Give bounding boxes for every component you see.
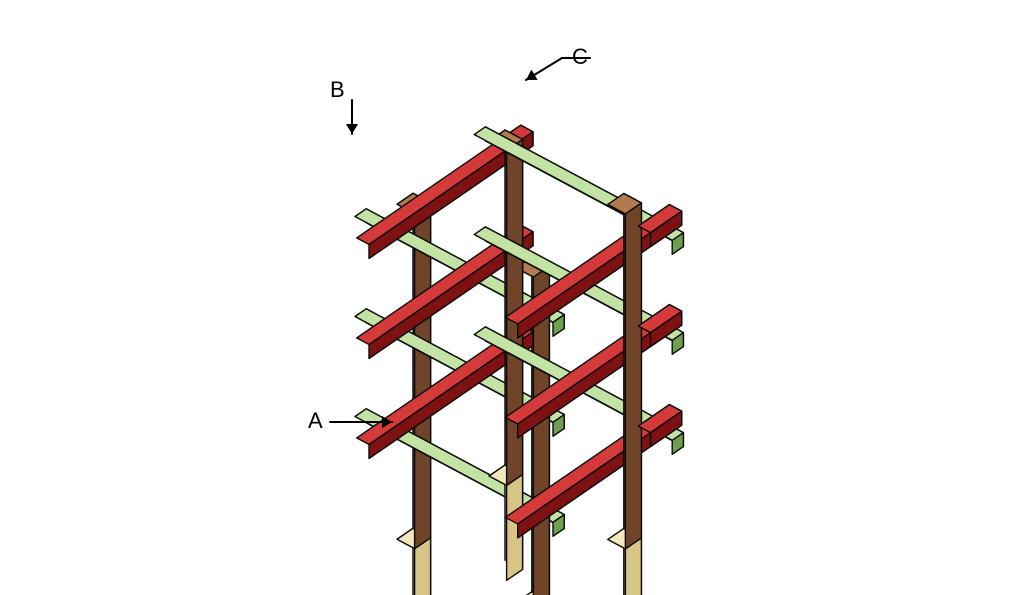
assembly-drawing <box>0 0 1024 595</box>
label-A: A <box>308 408 323 434</box>
label-B: B <box>330 77 345 103</box>
label-C: C <box>572 44 588 70</box>
diagram-stage: A B C <box>0 0 1024 595</box>
